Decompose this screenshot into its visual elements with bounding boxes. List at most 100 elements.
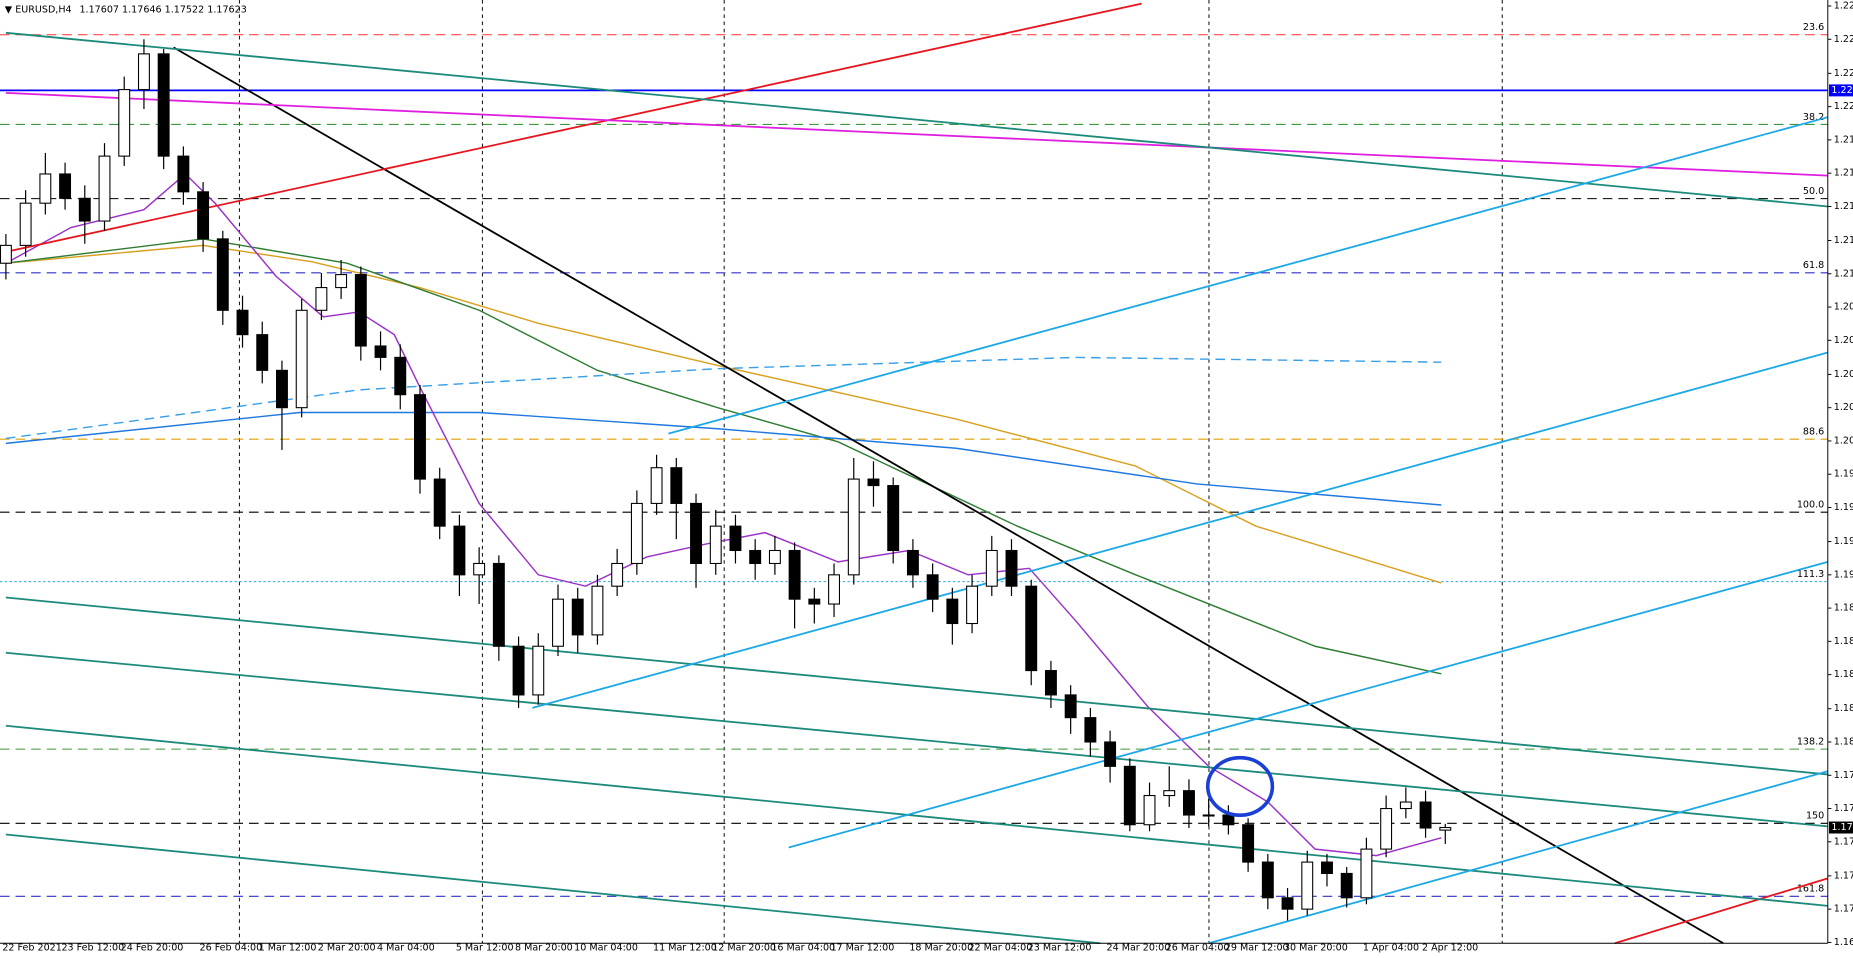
fib-label: 38.2 (1803, 112, 1824, 123)
x-tick-label: 29 Mar 12:00 (1225, 943, 1289, 954)
candle-body (729, 525, 742, 552)
candle-body (1380, 807, 1393, 850)
header-high: 1.17646 (122, 4, 162, 15)
x-tick-label: 26 Feb 04:00 (199, 943, 262, 954)
candle-body (1340, 872, 1353, 899)
candle-body (1222, 814, 1235, 826)
trendline (1208, 770, 1829, 945)
trendline (668, 116, 1829, 435)
candle-body (295, 309, 308, 409)
candle-body (1104, 741, 1117, 767)
candle-body (157, 53, 170, 157)
candle-body (1399, 801, 1412, 810)
candle-body (394, 356, 407, 396)
y-tick-label: 1.17740 (1834, 803, 1853, 814)
candle-body (453, 525, 466, 576)
x-tick-label: 16 Mar 04:00 (771, 943, 835, 954)
header-close: 1.17623 (207, 4, 247, 15)
y-tick-label: 1.20415 (1834, 369, 1853, 380)
y-tick-label: 1.17120 (1834, 904, 1853, 915)
candle-body (926, 574, 939, 600)
candle-body (1281, 897, 1294, 910)
trendline (788, 561, 1829, 849)
candle-body (39, 173, 52, 204)
x-tick-label: 17 Mar 12:00 (830, 943, 894, 954)
indicator-line (5, 356, 1442, 440)
candle-body (828, 574, 841, 605)
candle-body (749, 549, 762, 565)
candle-body (768, 549, 781, 565)
x-tick-label: 1 Mar 12:00 (259, 943, 317, 954)
candle-body (1321, 861, 1333, 874)
candle-body (532, 645, 545, 696)
fib-label: 23.6 (1803, 22, 1824, 33)
y-tick-label: 1.21860 (1834, 134, 1853, 145)
x-tick-label: 23 Mar 12:00 (1028, 943, 1092, 954)
header-open: 1.17607 (79, 4, 119, 15)
y-tick-label: 1.18975 (1834, 603, 1853, 614)
candle-body (887, 485, 900, 552)
x-tick-label: 18 Mar 20:00 (909, 943, 973, 954)
x-tick-label: 22 Mar 04:00 (968, 943, 1032, 954)
candle-body (650, 467, 663, 504)
trendline (5, 2, 1142, 253)
candle-body (1261, 861, 1274, 899)
candle-body (630, 502, 643, 565)
trendline (5, 724, 1828, 907)
candle-body (1044, 670, 1057, 696)
candle-body (946, 598, 959, 625)
y-tick-label: 1.20830 (1834, 302, 1853, 313)
candle-body (19, 202, 32, 246)
candle-body (473, 562, 486, 576)
fib-label: 100.0 (1797, 500, 1824, 511)
y-tick-label: 1.17325 (1834, 870, 1853, 881)
x-tick-label: 12 Mar 20:00 (712, 943, 776, 954)
symbol: EURUSD,H4 (15, 4, 71, 15)
x-tick-label: 1 Apr 04:00 (1363, 943, 1419, 954)
indicator-line (5, 238, 1442, 675)
trendline (5, 91, 1828, 177)
price-label: 1.22165 (1831, 85, 1853, 96)
menu-icon: ▼ (5, 4, 15, 15)
fib-label: 150 (1806, 811, 1824, 822)
header: ▼ EURUSD,H4 1.17607 1.17646 1.17522 1.17… (5, 4, 247, 15)
fib-label: 138.2 (1797, 736, 1824, 747)
x-tick-label: 10 Mar 04:00 (574, 943, 638, 954)
candle-body (1064, 694, 1077, 719)
highlight-circle (1205, 755, 1275, 817)
y-tick-label: 1.22270 (1834, 68, 1853, 79)
y-tick-label: 1.16915 (1834, 937, 1853, 948)
candle-body (256, 334, 269, 371)
candle-body (0, 244, 12, 264)
candle-body (985, 549, 998, 587)
x-tick-label: 2 Apr 12:00 (1422, 943, 1478, 954)
y-tick-label: 1.19180 (1834, 569, 1853, 580)
y-tick-label: 1.18150 (1834, 736, 1853, 747)
candle-body (690, 502, 702, 565)
candle-body (59, 173, 72, 199)
x-tick-label: 2 Mar 20:00 (318, 943, 376, 954)
y-tick-label: 1.21035 (1834, 268, 1853, 279)
y-tick-label: 1.20625 (1834, 335, 1853, 346)
trendline (5, 31, 1828, 208)
candle-body (1360, 848, 1373, 899)
current-price-label: 1.17623 (1831, 822, 1853, 833)
trendline (173, 46, 1724, 945)
candle-body (492, 562, 505, 647)
candle-body (1419, 801, 1432, 829)
x-tick-label: 5 Mar 12:00 (456, 943, 514, 954)
trendline (532, 351, 1829, 709)
y-tick-label: 1.20210 (1834, 402, 1853, 413)
candle-body (374, 345, 387, 358)
x-tick-label: 24 Mar 20:00 (1106, 943, 1170, 954)
candle-body (966, 585, 979, 625)
y-tick-label: 1.18355 (1834, 703, 1853, 714)
candle-body (1301, 861, 1314, 910)
candle-body (354, 274, 367, 347)
y-tick-label: 1.21240 (1834, 235, 1853, 246)
candle-body (78, 197, 91, 222)
candle-body (118, 89, 131, 157)
